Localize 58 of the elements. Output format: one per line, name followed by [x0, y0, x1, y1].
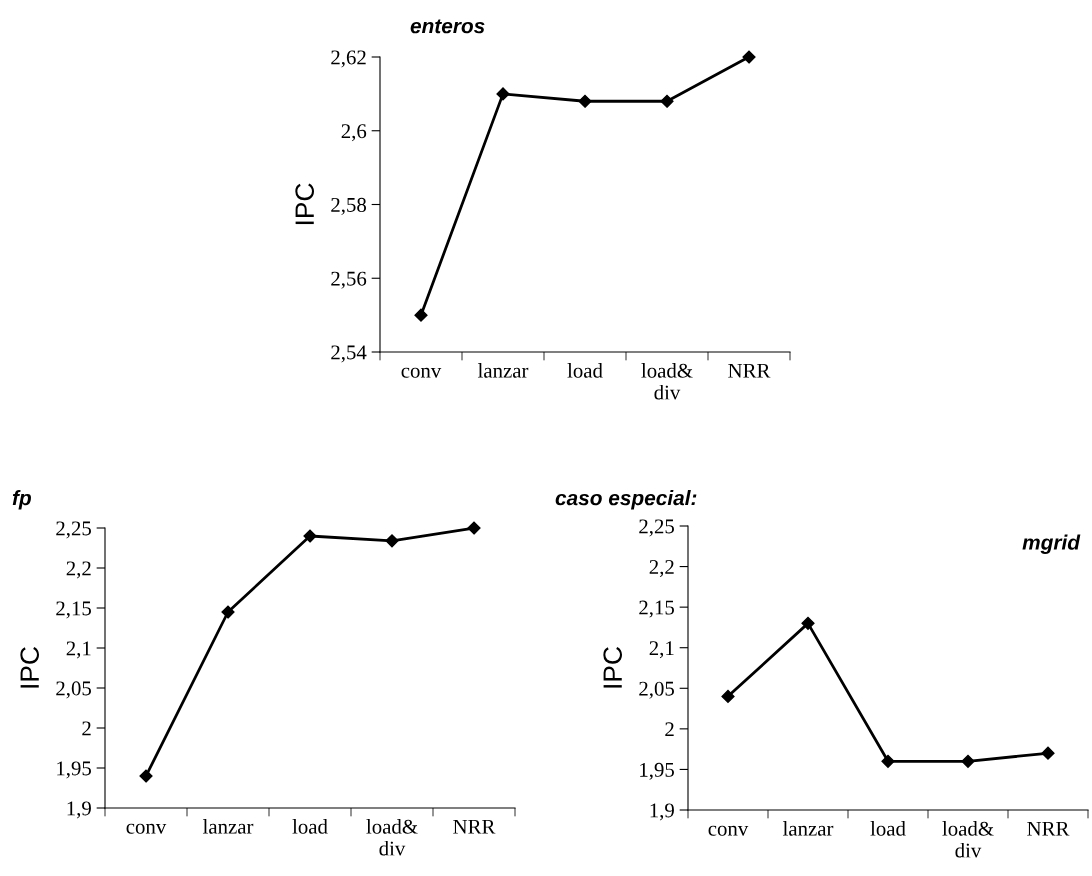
- y-tick-label: 2: [665, 722, 674, 737]
- x-tick-label: conv: [401, 367, 442, 378]
- y-axis-title: IPC: [603, 647, 623, 688]
- x-tick-label: load: [567, 363, 603, 378]
- y-tick-label: 2,15: [56, 601, 91, 619]
- y-tick-label: 1,95: [57, 761, 91, 779]
- point: [660, 94, 674, 108]
- point: [385, 534, 399, 548]
- point: [742, 50, 756, 64]
- y-tick-label: 2,05: [56, 681, 91, 699]
- chart-title: enteros: [410, 19, 485, 34]
- x-tick-label: load& div: [366, 819, 418, 856]
- x-tick-label: NRR: [728, 363, 771, 378]
- y-axis-title: IPC: [295, 183, 315, 225]
- x-tick-label: lanzar: [782, 821, 834, 836]
- y-tick-label: 2,25: [639, 519, 674, 537]
- y-tick-label: 2,15: [639, 600, 674, 618]
- point: [721, 689, 735, 703]
- point: [881, 754, 895, 768]
- y-axis-title: IPC: [20, 647, 40, 688]
- point: [414, 308, 428, 322]
- y-tick-label: 2,2: [649, 560, 674, 577]
- y-tick-label: 2,56: [331, 271, 367, 289]
- point: [303, 529, 317, 543]
- point: [578, 94, 592, 108]
- point: [139, 769, 153, 783]
- y-tick-label: 2,2: [66, 561, 91, 579]
- y-tick-label: 2,05: [639, 681, 674, 699]
- point: [496, 87, 510, 101]
- point: [1041, 746, 1055, 760]
- x-tick-label: NRR: [453, 819, 496, 834]
- y-tick-label: 1,95: [640, 762, 674, 780]
- y-tick-label: 1,9: [650, 803, 674, 821]
- y-tick-label: 2,6: [341, 124, 367, 142]
- annotation: mgrid: [1022, 534, 1081, 554]
- x-tick-label: load: [870, 821, 906, 836]
- x-tick-label: conv: [708, 825, 749, 836]
- x-tick-label: load: [292, 819, 328, 834]
- x-tick-label: load& div: [641, 363, 693, 400]
- point: [801, 616, 815, 630]
- y-tick-label: 2,1: [649, 641, 674, 659]
- y-tick-label: 2,25: [56, 521, 91, 539]
- y-tick-label: 2,58: [331, 197, 367, 215]
- point: [961, 754, 975, 768]
- x-tick-label: lanzar: [202, 819, 254, 834]
- y-tick-label: 2,62: [331, 50, 366, 68]
- x-tick-label: lanzar: [477, 363, 529, 378]
- y-tick-label: 2,54: [331, 345, 367, 363]
- chart-title: caso especial:: [555, 490, 697, 510]
- point: [467, 521, 481, 535]
- y-tick-label: 2: [82, 721, 91, 736]
- y-tick-label: 2,1: [66, 641, 91, 659]
- point: [221, 605, 235, 619]
- chart-title: fp: [12, 490, 31, 510]
- x-tick-label: conv: [126, 823, 167, 834]
- x-tick-label: NRR: [1027, 821, 1070, 836]
- x-tick-label: load& div: [942, 821, 994, 858]
- y-tick-label: 1,9: [67, 801, 91, 819]
